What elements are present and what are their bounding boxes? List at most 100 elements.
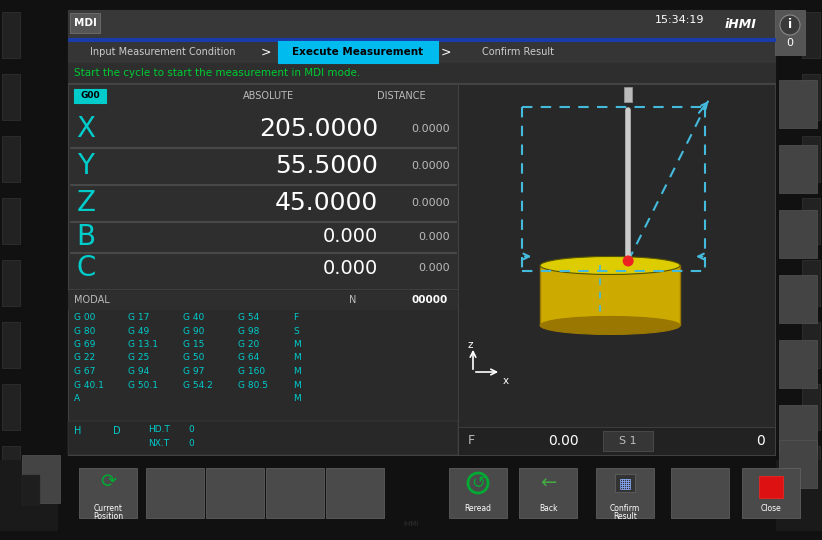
Text: M: M	[293, 354, 301, 362]
Text: 0: 0	[756, 434, 765, 448]
Text: G 54: G 54	[238, 313, 259, 322]
Text: Start the cycle to start the measurement in MDI mode.: Start the cycle to start the measurement…	[74, 68, 360, 78]
Text: S: S	[293, 327, 298, 335]
Text: G 67: G 67	[74, 367, 95, 376]
Bar	[22, 475, 40, 505]
Bar	[266, 468, 324, 518]
Bar	[68, 63, 775, 83]
Text: Y: Y	[77, 152, 95, 180]
Text: G 50: G 50	[183, 354, 205, 362]
Bar	[775, 10, 805, 55]
Bar	[68, 421, 458, 455]
Bar	[779, 340, 817, 388]
Bar	[519, 468, 577, 518]
Text: 0.0000: 0.0000	[411, 198, 450, 208]
Text: G 160: G 160	[238, 367, 266, 376]
Text: iHMI: iHMI	[725, 17, 757, 30]
Bar	[802, 198, 820, 244]
Bar	[278, 41, 438, 63]
Text: Result: Result	[613, 512, 637, 521]
Bar	[2, 446, 20, 492]
Text: G 54.2: G 54.2	[183, 381, 213, 389]
Bar	[759, 476, 783, 498]
Bar	[2, 198, 20, 244]
Bar	[206, 468, 264, 518]
Text: G 40: G 40	[183, 313, 204, 322]
Text: 0: 0	[188, 439, 194, 448]
Bar	[449, 468, 507, 518]
Text: NX.T: NX.T	[148, 439, 169, 448]
Bar	[68, 84, 458, 455]
Text: 55.5000: 55.5000	[275, 154, 378, 178]
Bar	[146, 468, 204, 518]
Text: 0.0000: 0.0000	[411, 161, 450, 171]
Text: G 22: G 22	[74, 354, 95, 362]
Text: B: B	[76, 223, 95, 251]
Bar	[2, 12, 20, 58]
Circle shape	[622, 255, 634, 266]
Text: X: X	[76, 115, 95, 143]
Bar	[68, 291, 458, 309]
Text: H: H	[74, 426, 81, 436]
Bar	[779, 440, 817, 488]
Bar	[68, 10, 775, 455]
Bar	[79, 468, 137, 518]
Text: ABSOLUTE: ABSOLUTE	[242, 91, 293, 101]
Bar	[68, 38, 775, 41]
Text: 0.000: 0.000	[418, 232, 450, 242]
Bar	[2, 136, 20, 182]
Text: 0.00: 0.00	[547, 434, 579, 448]
Text: MDI: MDI	[73, 18, 96, 28]
Bar	[70, 147, 456, 148]
Text: N: N	[349, 295, 357, 305]
Bar	[802, 260, 820, 306]
Ellipse shape	[540, 316, 680, 334]
Text: DISTANCE: DISTANCE	[377, 91, 426, 101]
Bar	[752, 475, 770, 505]
Bar	[68, 291, 458, 455]
Text: 0.0000: 0.0000	[411, 124, 450, 134]
Bar	[742, 468, 800, 518]
Ellipse shape	[540, 256, 680, 274]
Bar	[802, 446, 820, 492]
Bar	[802, 12, 820, 58]
Text: G00: G00	[81, 91, 99, 100]
Bar	[802, 74, 820, 120]
Text: Execute Measurement: Execute Measurement	[293, 47, 423, 57]
Text: G 97: G 97	[183, 367, 205, 376]
Text: 15:34:19: 15:34:19	[655, 15, 704, 25]
Text: ↺: ↺	[471, 474, 485, 492]
Bar	[671, 468, 729, 518]
Text: M: M	[293, 394, 301, 403]
Bar	[779, 275, 817, 323]
Text: Position: Position	[93, 512, 123, 521]
Text: G 17: G 17	[128, 313, 150, 322]
Text: x: x	[503, 376, 509, 386]
Bar	[779, 210, 817, 258]
Bar	[68, 83, 775, 84]
Text: i: i	[788, 18, 792, 31]
Text: HD.T: HD.T	[148, 425, 170, 434]
Bar	[68, 84, 458, 289]
Bar	[779, 145, 817, 193]
Bar	[58, 460, 775, 530]
Text: G 80: G 80	[74, 327, 95, 335]
Text: Back: Back	[538, 504, 557, 513]
Bar	[68, 10, 775, 38]
Text: Confirm Result: Confirm Result	[482, 47, 554, 57]
Text: Input Measurement Condition: Input Measurement Condition	[90, 47, 236, 57]
Text: S 1: S 1	[619, 436, 637, 446]
Text: ▦: ▦	[618, 476, 631, 490]
Bar	[802, 322, 820, 368]
Bar	[802, 384, 820, 430]
Text: G 15: G 15	[183, 340, 205, 349]
Text: M: M	[293, 367, 301, 376]
Text: G 00: G 00	[74, 313, 95, 322]
Text: G 20: G 20	[238, 340, 259, 349]
Text: Reread: Reread	[464, 504, 492, 513]
Bar	[70, 221, 456, 222]
Bar	[0, 460, 822, 530]
Bar	[624, 87, 632, 102]
Text: G 98: G 98	[238, 327, 260, 335]
Text: Close: Close	[760, 504, 782, 513]
